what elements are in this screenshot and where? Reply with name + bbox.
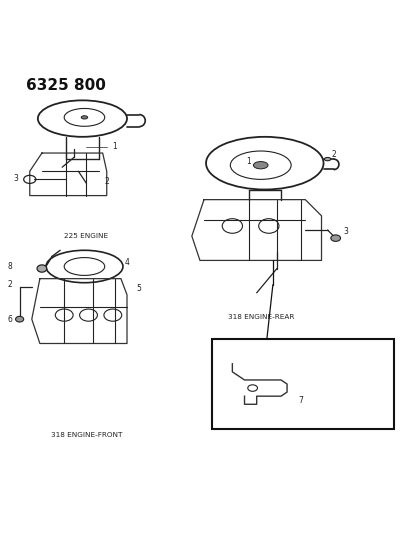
Text: 225 ENGINE: 225 ENGINE bbox=[64, 233, 109, 239]
Text: 8: 8 bbox=[7, 262, 12, 271]
Ellipse shape bbox=[324, 157, 331, 161]
Text: 3: 3 bbox=[13, 174, 18, 183]
Text: 4: 4 bbox=[124, 258, 129, 267]
Text: 2: 2 bbox=[104, 177, 109, 186]
Text: 318 ENGINE-REAR: 318 ENGINE-REAR bbox=[228, 314, 294, 320]
Text: 5: 5 bbox=[137, 284, 142, 293]
Bar bbox=[212, 340, 395, 429]
Text: 2: 2 bbox=[331, 150, 336, 159]
Text: 3: 3 bbox=[344, 227, 348, 236]
Text: 1: 1 bbox=[113, 142, 117, 151]
Ellipse shape bbox=[331, 235, 341, 241]
Text: 6: 6 bbox=[7, 314, 12, 324]
Ellipse shape bbox=[253, 161, 268, 169]
Ellipse shape bbox=[16, 317, 24, 322]
Text: 2: 2 bbox=[7, 280, 12, 289]
Text: 6325 800: 6325 800 bbox=[26, 78, 106, 93]
Ellipse shape bbox=[81, 116, 88, 119]
Text: 7: 7 bbox=[299, 395, 304, 405]
Ellipse shape bbox=[37, 265, 47, 272]
Text: 318 ENGINE-FRONT: 318 ENGINE-FRONT bbox=[51, 432, 122, 438]
Text: 1: 1 bbox=[246, 157, 251, 166]
